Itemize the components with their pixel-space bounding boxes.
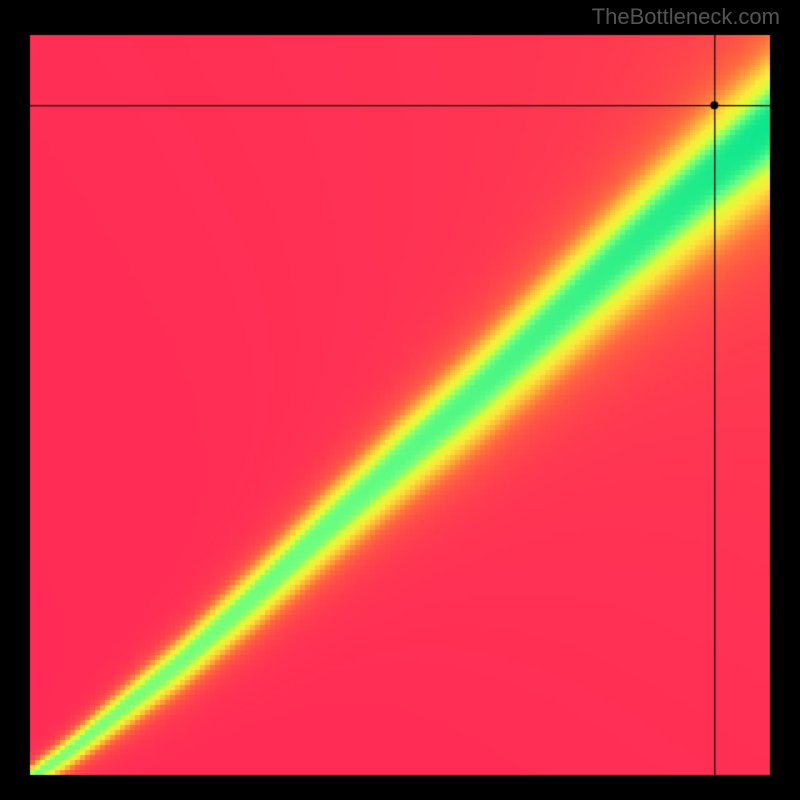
chart-container: TheBottleneck.com bbox=[0, 0, 800, 800]
watermark-text: TheBottleneck.com bbox=[592, 4, 780, 30]
bottleneck-heatmap bbox=[0, 0, 800, 800]
